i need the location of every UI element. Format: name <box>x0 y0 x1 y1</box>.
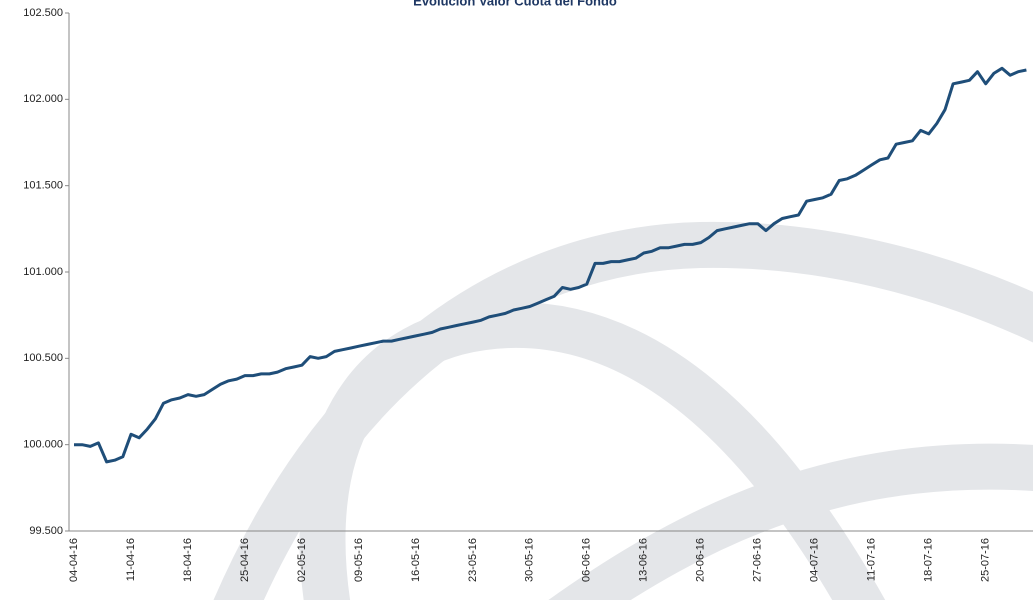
y-tick-label: 100.500 <box>23 352 63 364</box>
background-logo <box>230 245 1033 600</box>
x-tick-label: 11-04-16 <box>125 538 137 581</box>
y-tick-label: 99.500 <box>29 525 63 537</box>
chart: Evolución Valor Cuota del Fondo 99.500 10… <box>0 0 1033 600</box>
y-tick-label: 102.000 <box>23 93 63 105</box>
x-tick-label: 30-05-16 <box>524 538 536 582</box>
x-tick-label: 11-07-16 <box>866 538 878 581</box>
y-tick-label: 101.000 <box>23 266 63 278</box>
x-tick-label: 09-05-16 <box>353 538 365 582</box>
x-tick-label: 23-05-16 <box>467 538 479 582</box>
x-tick-label: 06-06-16 <box>581 538 593 582</box>
y-tick-label: 100.000 <box>23 439 63 451</box>
chart-title: Evolución Valor Cuota del Fondo <box>413 0 617 8</box>
x-tick-label: 25-04-16 <box>239 538 251 582</box>
y-tick-label: 102.500 <box>23 7 63 19</box>
y-tick-label: 101.500 <box>23 180 63 192</box>
x-tick-label: 20-06-16 <box>695 538 707 582</box>
x-tick-label: 04-07-16 <box>809 538 821 582</box>
x-tick-label: 04-04-16 <box>68 538 80 582</box>
x-tick-label: 27-06-16 <box>752 538 764 582</box>
x-tick-label: 18-04-16 <box>182 538 194 582</box>
x-tick-label: 18-07-16 <box>923 538 935 582</box>
x-tick-label: 16-05-16 <box>410 538 422 582</box>
x-tick-label: 13-06-16 <box>638 538 650 582</box>
x-tick-label: 02-05-16 <box>296 538 308 582</box>
x-tick-label: 25-07-16 <box>980 538 992 582</box>
